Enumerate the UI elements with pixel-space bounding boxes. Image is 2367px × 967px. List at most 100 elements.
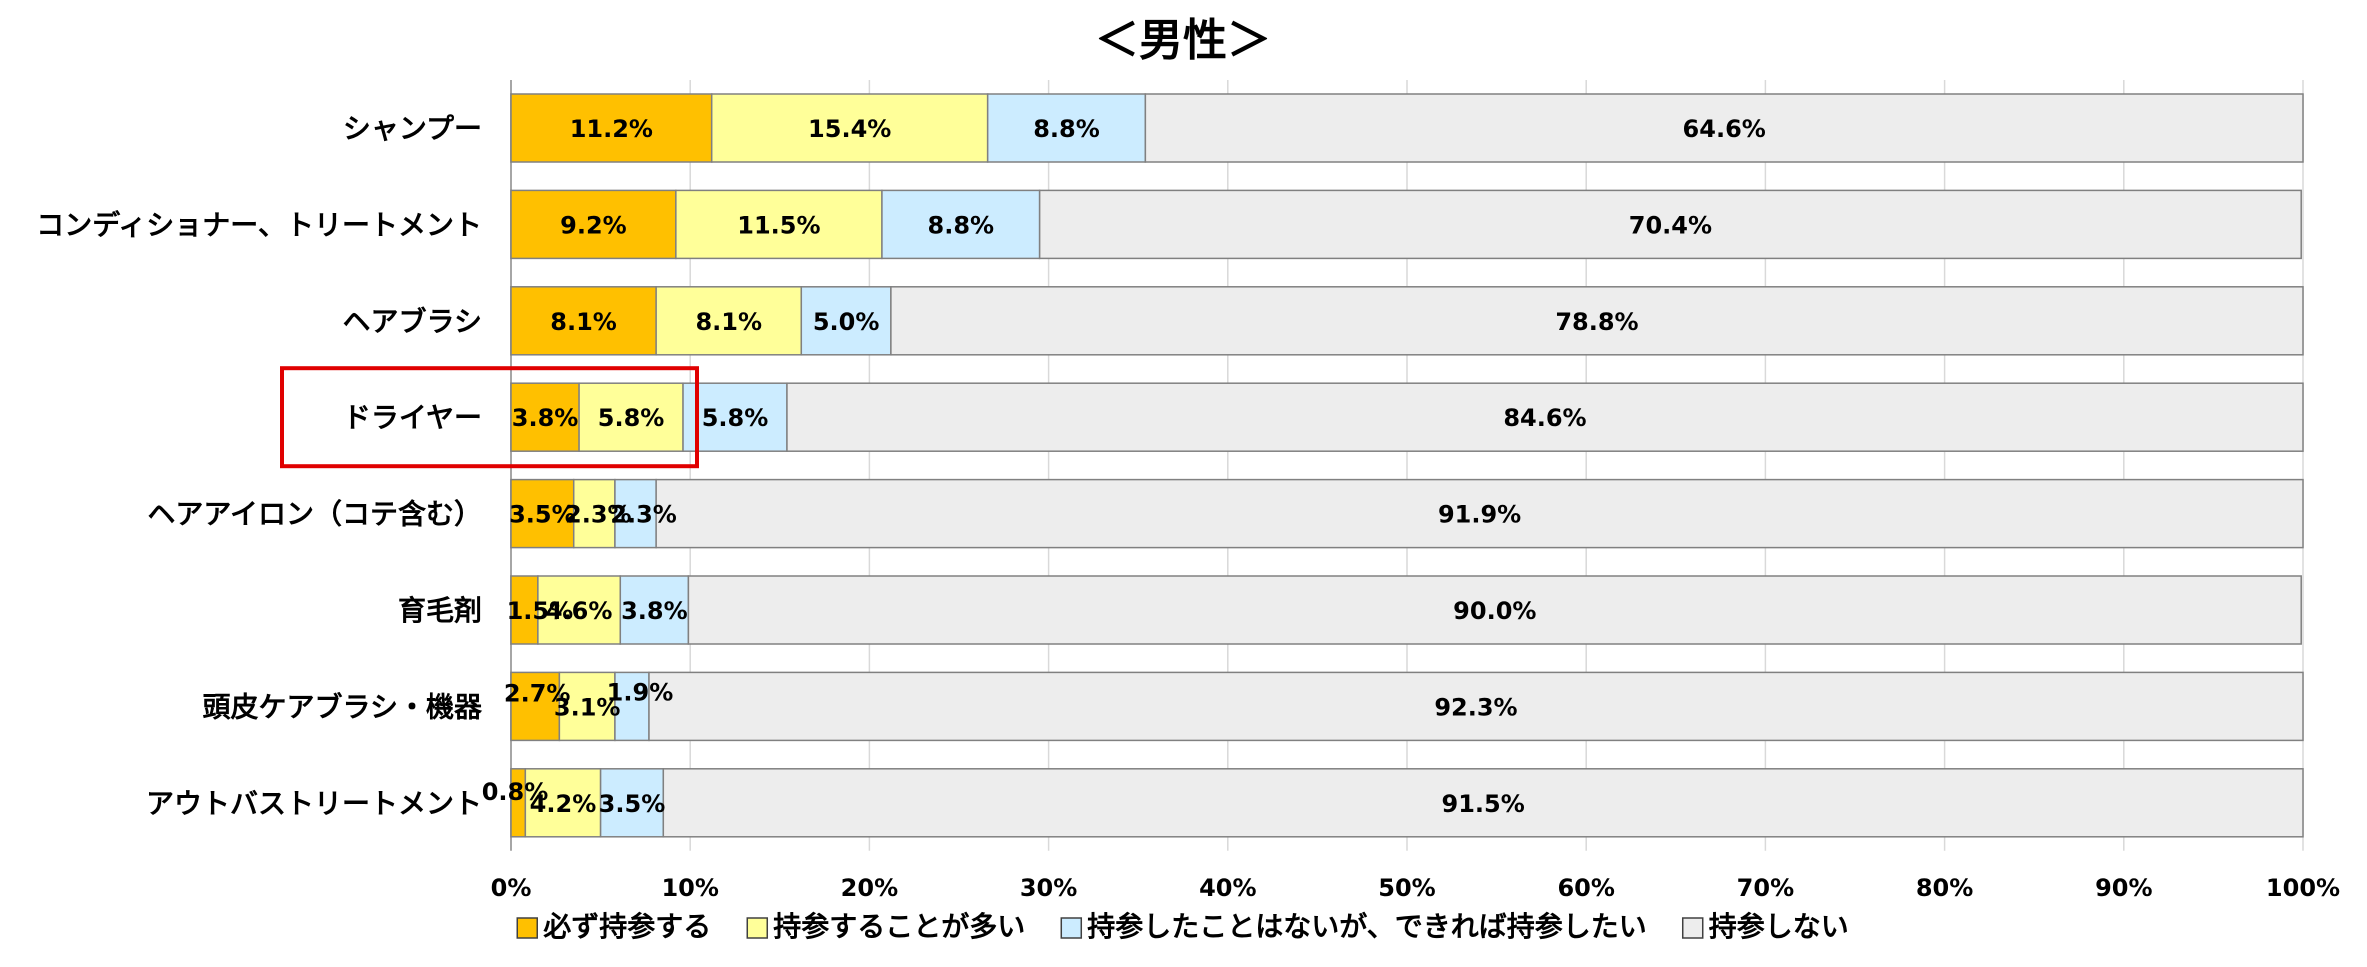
bar-segment [524, 768, 602, 838]
data-label: 1.9% [607, 678, 674, 706]
bar-segment [510, 382, 580, 452]
tick-label: 20% [841, 874, 898, 902]
bar-segment [1144, 93, 2304, 163]
bar-segment [682, 382, 788, 452]
bar-segment [890, 286, 2304, 356]
data-label: 3.1% [554, 693, 621, 721]
bar-segment [687, 575, 2302, 645]
tick-label: 70% [1737, 874, 1794, 902]
data-label: 9.2% [560, 211, 627, 239]
category-label: アウトバストリートメント [146, 787, 482, 820]
category-label: コンディショナー、トリートメント [36, 208, 482, 241]
bar-segment [510, 93, 713, 163]
tick-label: 50% [1378, 874, 1435, 902]
category-label: ヘアアイロン（コテ含む） [147, 498, 482, 531]
tick-label: 80% [1916, 874, 1973, 902]
bar-segment [510, 189, 677, 260]
data-label: 5.8% [702, 404, 769, 432]
data-label: 78.8% [1555, 308, 1638, 336]
legend-item: 持参することが多い [746, 910, 1025, 943]
tick-label: 40% [1199, 874, 1256, 902]
legend-swatch [746, 917, 769, 939]
category-labels: シャンプーコンディショナー、トリートメントヘアブラシドライヤーヘアアイロン（コテ… [36, 112, 483, 820]
legend: 必ず持参する 持参することが多い 持参したことはないが、できれば持参したい 持参しない [516, 910, 1849, 943]
tick-label: 10% [661, 874, 718, 902]
legend-swatch [1681, 917, 1704, 939]
bar-segment [558, 671, 616, 742]
category-label: 育毛剤 [398, 594, 482, 627]
bar-segment [510, 671, 561, 742]
bar-segment [510, 575, 539, 645]
data-label: 70.4% [1629, 211, 1712, 239]
data-label: 5.8% [598, 404, 665, 432]
data-label: 92.3% [1434, 693, 1517, 721]
data-label: 2.3% [610, 501, 677, 529]
bar-segment [675, 189, 883, 260]
bar-segment [662, 768, 2304, 838]
bars-layer: 11.2% 15.4% 8.8% 64.6% 9.2% 11.5% 8.8% 70.4% 8.1… [482, 93, 2304, 838]
bar-segment [1038, 189, 2302, 260]
data-label: 8.8% [928, 211, 995, 239]
category-label: シャンプー [343, 112, 482, 145]
category-label: 頭皮ケアブラシ・機器 [203, 690, 483, 723]
bar-segment [710, 93, 989, 163]
data-label: 91.5% [1442, 790, 1525, 818]
data-label: 84.6% [1503, 404, 1586, 432]
data-label: 15.4% [808, 115, 891, 143]
highlight-box [280, 366, 699, 469]
bar-segment [578, 382, 684, 452]
bar-segment [800, 286, 892, 356]
data-label: 4.6% [546, 597, 613, 625]
bar-segment [537, 575, 622, 645]
tick-label: 60% [1557, 874, 1614, 902]
data-label: 4.2% [530, 790, 597, 818]
bar-segment [510, 478, 575, 549]
data-label: 0.8% [482, 778, 549, 806]
bar-segment [614, 478, 657, 549]
bar-segment [655, 286, 803, 356]
data-label: 3.5% [509, 501, 576, 529]
legend-item: 持参したことはないが、できれば持参したい [1060, 910, 1647, 943]
bar-segment [655, 478, 2304, 549]
legend-swatch [1060, 917, 1083, 939]
data-label: 90.0% [1453, 597, 1536, 625]
bar-segment [648, 671, 2304, 742]
legend-label: 持参しない [1709, 910, 1849, 943]
legend-label: 必ず持参する [543, 910, 711, 943]
category-label: ドライヤー [343, 401, 482, 434]
data-label: 2.3% [565, 501, 632, 529]
legend-swatch [516, 917, 538, 939]
bar-segment [786, 382, 2304, 452]
legend-label: 持参することが多い [773, 910, 1025, 943]
data-label: 91.9% [1438, 501, 1521, 529]
data-label: 5.0% [813, 308, 880, 336]
bar-segment [881, 189, 1041, 260]
data-label: 8.1% [550, 308, 617, 336]
chart-title: ＜男性＞ [1095, 15, 1271, 66]
legend-item: 必ず持参する [516, 910, 711, 943]
data-label: 3.8% [621, 597, 688, 625]
data-label: 11.5% [737, 211, 820, 239]
data-label: 3.5% [599, 790, 666, 818]
bar-segment [572, 478, 616, 549]
data-label: 8.8% [1033, 115, 1100, 143]
data-label: 64.6% [1683, 115, 1766, 143]
data-label: 3.8% [512, 404, 579, 432]
tick-label: 90% [2095, 874, 2152, 902]
x-axis-ticks: 0% 10% 20% 30% 40% 50% 60% 70% 80% 90% 100% [491, 874, 2340, 902]
category-label: ヘアブラシ [343, 305, 482, 338]
highlight-layer [280, 366, 699, 469]
legend-label: 持参したことはないが、できれば持参したい [1087, 910, 1646, 943]
bar-segment [510, 286, 657, 356]
data-label: 11.2% [570, 115, 653, 143]
data-label: 8.1% [695, 308, 762, 336]
data-label: 1.5% [507, 597, 574, 625]
bar-segment [619, 575, 690, 645]
data-label: 2.7% [504, 679, 571, 707]
bar-segment [614, 671, 650, 742]
legend-item: 持参しない [1681, 910, 1849, 943]
tick-label: 0% [491, 874, 532, 902]
tick-label: 30% [1020, 874, 1077, 902]
tick-label: 100% [2266, 874, 2340, 902]
